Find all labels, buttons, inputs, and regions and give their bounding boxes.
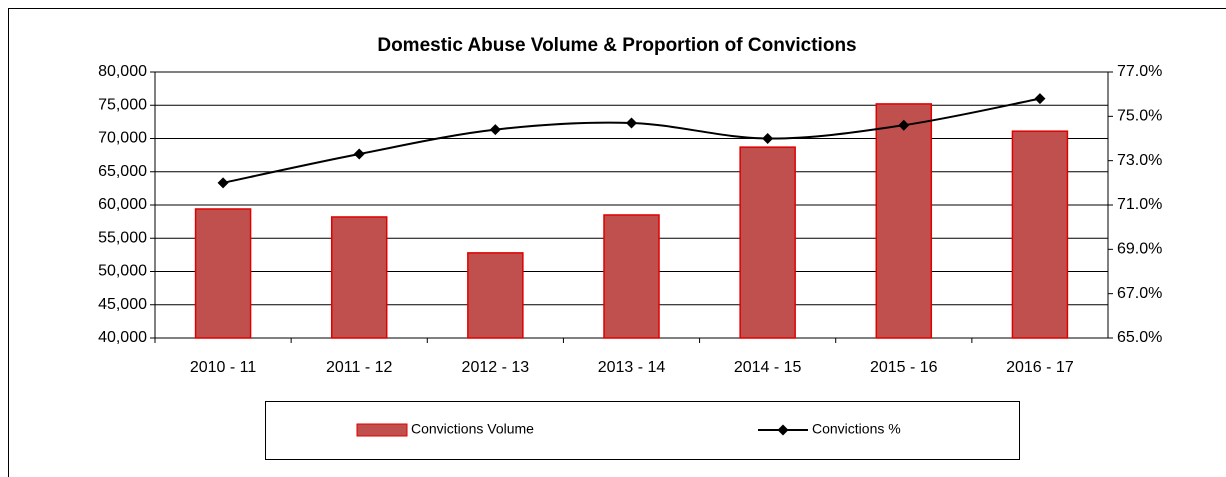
bar <box>467 252 524 339</box>
marker <box>489 124 501 136</box>
marker <box>762 133 774 144</box>
y-tick-label: 50,000 <box>98 263 147 280</box>
bar <box>603 214 660 339</box>
x-tick-label: 2010 - 11 <box>190 359 257 376</box>
y2-tick-label: 77.0% <box>1117 63 1162 80</box>
marker <box>898 119 910 131</box>
y-tick-label: 75,000 <box>98 96 147 113</box>
y2-tick-label: 75.0% <box>1117 108 1162 125</box>
marker <box>217 177 229 189</box>
x-tick-label: 2013 - 14 <box>598 359 666 376</box>
x-tick-label: 2014 - 15 <box>734 359 802 376</box>
bar <box>739 146 796 339</box>
x-tick-label: 2015 - 16 <box>870 359 938 376</box>
legend-label: Convictions Volume <box>411 421 534 437</box>
chart-border <box>8 8 1226 477</box>
bar <box>330 216 388 339</box>
x-tick-label: 2011 - 12 <box>326 359 393 376</box>
legend-marker <box>777 424 789 436</box>
y2-tick-label: 67.0% <box>1117 285 1162 302</box>
chart-title: Domestic Abuse Volume & Proportion of Co… <box>377 35 856 56</box>
y-tick-label: 70,000 <box>98 130 147 147</box>
bar <box>875 103 933 339</box>
y-tick-label: 45,000 <box>98 296 147 313</box>
x-tick-label: 2016 - 17 <box>1006 359 1074 376</box>
y-tick-label: 40,000 <box>98 329 147 346</box>
marker <box>626 117 637 129</box>
y2-tick-label: 69.0% <box>1117 241 1162 258</box>
y2-tick-label: 73.0% <box>1117 152 1162 169</box>
y-tick-label: 65,000 <box>98 163 147 180</box>
legend-label: Convictions % <box>812 421 901 437</box>
bar <box>1011 130 1069 339</box>
y-tick-label: 55,000 <box>98 229 147 246</box>
y-tick-label: 60,000 <box>98 196 147 213</box>
marker <box>1034 93 1046 105</box>
y2-tick-label: 71.0% <box>1117 196 1162 213</box>
y-tick-label: 80,000 <box>98 63 147 80</box>
y2-tick-label: 65.0% <box>1117 329 1162 346</box>
bar <box>194 208 252 339</box>
x-tick-label: 2012 - 13 <box>462 359 530 376</box>
legend-box <box>265 401 1020 460</box>
legend-swatch <box>356 423 408 437</box>
marker <box>353 148 365 160</box>
